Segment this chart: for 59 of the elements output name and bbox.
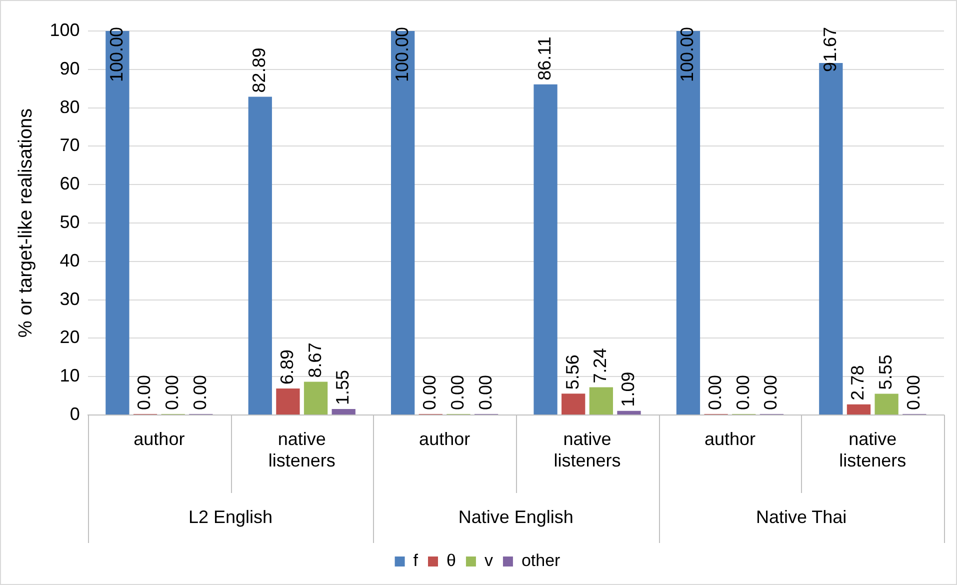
data-label: 100.00 bbox=[106, 26, 126, 82]
data-label: 1.55 bbox=[332, 370, 353, 406]
x-tick-label: native listeners bbox=[554, 428, 621, 470]
bar bbox=[248, 96, 272, 414]
bar bbox=[562, 394, 586, 414]
data-label: 91.67 bbox=[820, 26, 840, 72]
data-label: 0.00 bbox=[162, 374, 182, 410]
data-label: 5.56 bbox=[562, 354, 582, 390]
bar bbox=[276, 388, 300, 414]
x-tick-label: author bbox=[704, 428, 756, 449]
data-label: 0.00 bbox=[732, 374, 753, 410]
data-label: 0.00 bbox=[134, 374, 154, 410]
y-tick-label: 80 bbox=[60, 96, 80, 117]
data-label: 0.00 bbox=[705, 374, 726, 410]
data-label: 2.78 bbox=[848, 365, 868, 400]
data-label: 0.00 bbox=[760, 374, 781, 410]
y-tick-label: 60 bbox=[60, 174, 80, 194]
bar bbox=[332, 409, 356, 414]
y-tick-label: 90 bbox=[60, 58, 80, 78]
legend-label: other bbox=[521, 551, 561, 570]
data-label: 82.89 bbox=[249, 48, 270, 93]
data-label: 7.24 bbox=[590, 348, 610, 384]
legend-label: f bbox=[413, 551, 418, 570]
data-label: 8.67 bbox=[304, 342, 325, 378]
legend-label: θ bbox=[446, 551, 456, 570]
y-tick-label: 40 bbox=[60, 250, 80, 270]
x-tick-label: native listeners bbox=[839, 428, 906, 470]
data-label: 86.11 bbox=[534, 36, 554, 80]
bar bbox=[617, 410, 641, 414]
text: Native Thai bbox=[756, 506, 847, 527]
data-label: 1.09 bbox=[618, 372, 638, 407]
data-label: 0.00 bbox=[475, 374, 496, 410]
data-label: 5.55 bbox=[876, 354, 896, 390]
y-tick-label: 100 bbox=[50, 20, 80, 40]
data-label: 100.00 bbox=[392, 26, 412, 82]
text: Native English bbox=[458, 506, 574, 527]
data-label: 6.89 bbox=[276, 349, 297, 385]
data-label: 0.00 bbox=[190, 374, 210, 410]
y-tick-label: 20 bbox=[60, 327, 80, 348]
x-tick-label: author bbox=[419, 428, 470, 449]
legend-label: v bbox=[484, 551, 494, 570]
data-label: 0.00 bbox=[447, 374, 468, 410]
data-label: 100.00 bbox=[677, 26, 698, 82]
text: L2 English bbox=[188, 506, 273, 527]
bar bbox=[874, 394, 898, 414]
x-tick-label: native listeners bbox=[268, 428, 336, 470]
bar bbox=[304, 382, 328, 414]
y-axis-title: % or target-like realisations bbox=[16, 108, 37, 338]
y-tick-label: 10 bbox=[60, 366, 80, 386]
y-tick-label: 70 bbox=[60, 135, 80, 156]
data-label: 0.00 bbox=[903, 374, 924, 410]
bar bbox=[589, 387, 613, 414]
y-tick-label: 50 bbox=[60, 212, 80, 232]
bar bbox=[534, 84, 558, 414]
y-tick-label: 30 bbox=[60, 288, 80, 309]
y-tick-label: 0 bbox=[70, 404, 80, 424]
data-label: 0.00 bbox=[420, 374, 440, 410]
bar bbox=[846, 404, 871, 414]
x-tick-label: author bbox=[134, 428, 185, 449]
